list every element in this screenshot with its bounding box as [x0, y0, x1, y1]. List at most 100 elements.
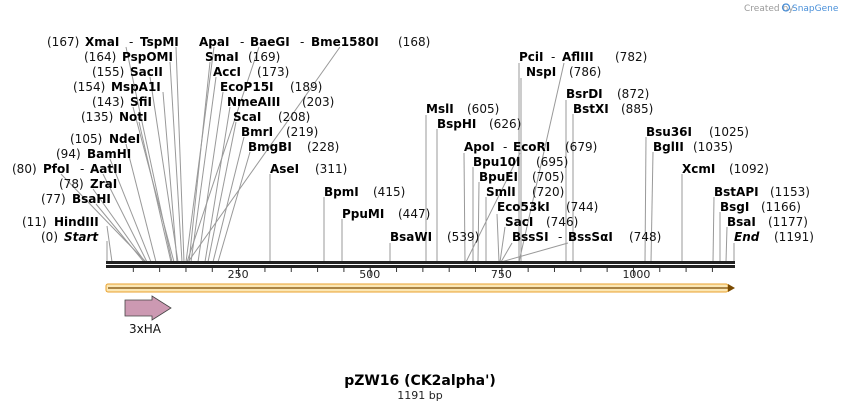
enzyme-eco53ki[interactable]: Eco53kI — [497, 200, 550, 214]
enzyme-sacii[interactable]: SacII — [130, 65, 163, 79]
pos-bpmi: (415) — [373, 185, 405, 199]
enzyme-bstxi[interactable]: BstXI — [573, 102, 609, 116]
pos-ecop15i: (189) — [290, 80, 322, 94]
separator: - — [558, 230, 562, 244]
enzyme-aatii[interactable]: AatII — [90, 162, 122, 176]
tick-label: 1000 — [622, 268, 650, 281]
line-apoi — [463, 152, 466, 263]
separator: - — [503, 140, 507, 154]
enzyme-bpuei[interactable]: BpuEI — [479, 170, 518, 184]
enzyme-bsu36i[interactable]: Bsu36I — [646, 125, 692, 139]
pos-pspomi: (164) — [84, 50, 116, 64]
enzyme-ecop15i[interactable]: EcoP15I — [220, 80, 274, 94]
line-zrai — [92, 188, 146, 263]
enzyme-pfoi[interactable]: PfoI — [43, 162, 70, 176]
enzyme-xmai[interactable]: XmaI — [85, 35, 119, 49]
enzyme-acci[interactable]: AccI — [213, 65, 241, 79]
line-nmeaiii — [204, 106, 231, 263]
enzyme-scai[interactable]: ScaI — [233, 110, 261, 124]
line-bamhi — [109, 158, 152, 263]
pos-asei: (311) — [315, 162, 347, 176]
enzyme-bsawi[interactable]: BsaWI — [390, 230, 432, 244]
pos-bsgi: (1166) — [761, 200, 801, 214]
enzyme-smai[interactable]: SmaI — [205, 50, 239, 64]
enzyme-bsai[interactable]: BsaI — [727, 215, 756, 229]
enzyme-asei[interactable]: AseI — [270, 162, 299, 176]
label-start[interactable]: Start — [64, 230, 99, 244]
enzyme-bamhi[interactable]: BamHI — [87, 147, 131, 161]
enzyme-nspi[interactable]: NspI — [526, 65, 556, 79]
enzyme-bstapi[interactable]: BstAPI — [714, 185, 759, 199]
pos-acci: (173) — [257, 65, 289, 79]
line-mspa1i — [162, 91, 178, 263]
enzyme-bpu10i[interactable]: Bpu10I — [473, 155, 520, 169]
backbone-bottom-strand — [106, 265, 735, 268]
enzyme-bsahi[interactable]: BsaHI — [72, 192, 111, 206]
enzyme-ndei[interactable]: NdeI — [109, 132, 140, 146]
line-hindiii — [106, 225, 113, 263]
pos-smai: (169) — [248, 50, 280, 64]
enzyme-bsrdi[interactable]: BsrDI — [566, 87, 603, 101]
line-smai — [188, 61, 211, 263]
enzyme-noti[interactable]: NotI — [119, 110, 148, 124]
enzyme-hindiii[interactable]: HindIII — [54, 215, 99, 229]
feature-3xha-label: 3xHA — [129, 322, 162, 336]
enzyme-bsssai[interactable]: BssSαI — [568, 230, 613, 244]
enzyme-saci[interactable]: SacI — [505, 215, 533, 229]
line-bpuei — [477, 181, 480, 263]
label-end[interactable]: End — [734, 230, 760, 244]
enzyme-bsssi[interactable]: BssSI — [512, 230, 549, 244]
pos-bsahi: (77) — [41, 192, 66, 206]
line-saci — [499, 226, 506, 263]
enzyme-msli[interactable]: MslI — [426, 102, 454, 116]
enzyme-smli[interactable]: SmlI — [486, 185, 516, 199]
enzyme-bmgbi[interactable]: BmgBI — [248, 140, 292, 154]
enzyme-pcii[interactable]: PciI — [519, 50, 544, 64]
enzyme-apai[interactable]: ApaI — [199, 35, 229, 49]
enzyme-afliii[interactable]: AflIII — [562, 50, 594, 64]
pos-bsphi: (626) — [489, 117, 521, 131]
line-aatii — [102, 173, 148, 263]
pos-saci: (746) — [546, 215, 578, 229]
pos-ndei: (105) — [70, 132, 102, 146]
enzyme-xcmi[interactable]: XcmI — [682, 162, 715, 176]
pos-end: (1191) — [774, 230, 814, 244]
enzyme-bsphi[interactable]: BspHI — [437, 117, 476, 131]
line-afliii — [518, 62, 565, 263]
feature-3xha-arrow[interactable] — [124, 295, 172, 321]
pos-smli: (720) — [532, 185, 564, 199]
separator: - — [240, 35, 244, 49]
pos-bme1580i: (168) — [398, 35, 430, 49]
enzyme-bmri[interactable]: BmrI — [241, 125, 273, 139]
enzyme-ecori[interactable]: EcoRI — [513, 140, 550, 154]
pos-bglii: (1035) — [693, 140, 733, 154]
enzyme-nmeaiii[interactable]: NmeAIII — [227, 95, 280, 109]
separator: - — [300, 35, 304, 49]
pos-xmai: (167) — [47, 35, 79, 49]
enzyme-pspomi[interactable]: PspOMI — [122, 50, 173, 64]
enzyme-baegi[interactable]: BaeGI — [250, 35, 290, 49]
orf-arrowhead-icon — [728, 284, 735, 292]
enzyme-tspmi[interactable]: TspMI — [140, 35, 179, 49]
pos-start: (0) — [41, 230, 58, 244]
site-connector-lines — [60, 46, 735, 263]
enzyme-apoi[interactable]: ApoI — [464, 140, 495, 154]
line-scai — [207, 121, 237, 263]
tick-label: 750 — [491, 268, 512, 281]
enzyme-zrai[interactable]: ZraI — [90, 177, 117, 191]
enzyme-sfii[interactable]: SfiI — [130, 95, 152, 109]
pos-nmeaiii: (203) — [302, 95, 334, 109]
enzyme-bsgi[interactable]: BsgI — [720, 200, 749, 214]
enzyme-bpmi[interactable]: BpmI — [324, 185, 359, 199]
enzyme-bglii[interactable]: BglII — [653, 140, 684, 154]
enzyme-mspa1i[interactable]: MspA1I — [111, 80, 161, 94]
pos-nspi: (786) — [569, 65, 601, 79]
line-sacii — [149, 76, 179, 263]
pos-bsssai: (748) — [629, 230, 661, 244]
enzyme-ppumi[interactable]: PpuMI — [342, 207, 384, 221]
enzyme-bme1580i[interactable]: Bme1580I — [311, 35, 379, 49]
line-bsu36i — [644, 136, 647, 263]
line-eco53ki — [496, 213, 500, 263]
separator: - — [129, 35, 133, 49]
